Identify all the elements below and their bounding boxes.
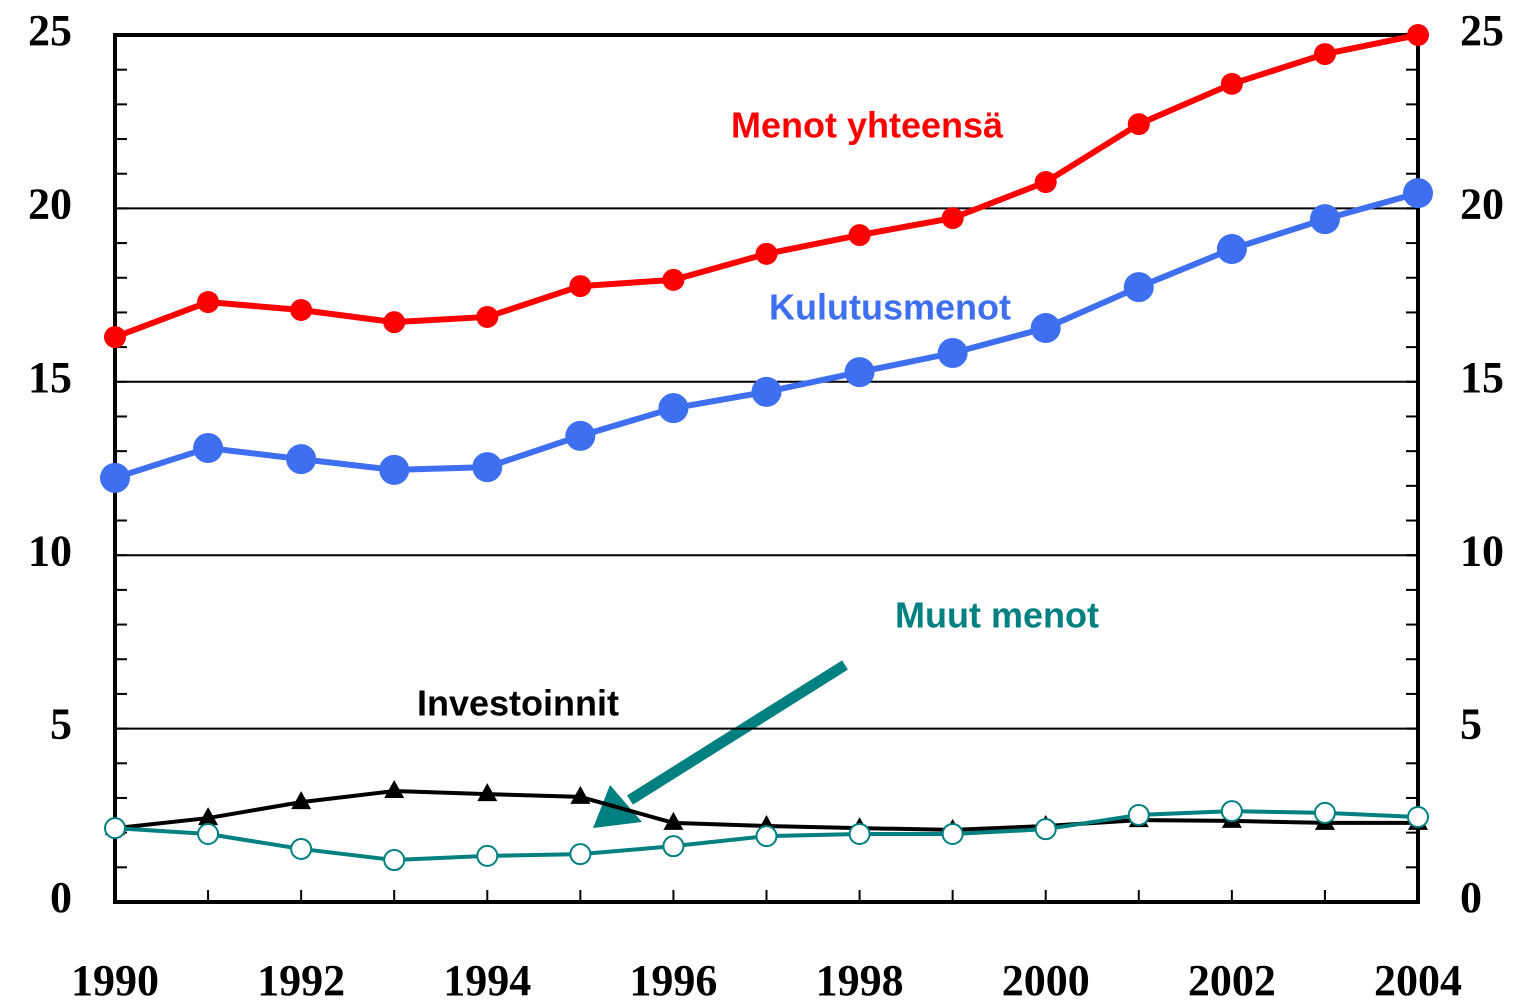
marker	[569, 843, 592, 866]
marker	[384, 780, 405, 799]
marker	[1216, 233, 1247, 264]
marker	[1407, 806, 1429, 829]
marker	[104, 326, 126, 349]
x-tick-label: 2002	[1188, 956, 1276, 1005]
marker	[565, 420, 596, 451]
marker	[662, 835, 685, 858]
x-tick-label: 2000	[1002, 956, 1090, 1005]
marker	[937, 338, 968, 369]
marker	[1034, 818, 1057, 841]
y2-tick-label: 25	[1460, 6, 1504, 55]
annotation-arrow	[627, 660, 848, 805]
marker	[198, 807, 219, 826]
series-label: Menot yhteensä	[731, 105, 1004, 146]
series-label: Muut menot	[895, 595, 1099, 636]
marker	[755, 825, 778, 848]
marker	[1313, 43, 1336, 66]
y2-tick-label: 10	[1460, 526, 1504, 575]
marker	[383, 849, 406, 872]
marker	[844, 357, 875, 388]
y2-tick-label: 15	[1460, 353, 1504, 402]
marker	[197, 291, 220, 314]
y2-tick-label: 5	[1460, 700, 1482, 749]
marker	[941, 207, 964, 230]
marker	[290, 299, 313, 322]
marker	[476, 844, 499, 867]
x-tick-label: 1992	[257, 956, 345, 1005]
marker	[286, 444, 317, 475]
marker	[193, 433, 224, 464]
marker	[100, 462, 130, 493]
marker	[197, 823, 220, 846]
marker	[379, 454, 410, 485]
marker	[1127, 113, 1150, 136]
x-tick-label: 1994	[443, 956, 531, 1005]
marker	[290, 837, 313, 860]
series-line	[114, 190, 1419, 481]
marker	[1309, 204, 1340, 235]
marker	[1030, 313, 1061, 344]
marker	[1127, 803, 1150, 826]
marker	[1034, 171, 1057, 194]
marker	[848, 224, 871, 247]
marker	[104, 817, 126, 840]
marker	[755, 242, 778, 265]
y-tick-label: 0	[50, 873, 72, 922]
y-tick-label: 25	[28, 6, 72, 55]
marker	[1220, 800, 1243, 823]
marker	[941, 823, 964, 846]
marker	[569, 275, 592, 298]
x-tick-label: 1998	[816, 956, 904, 1005]
marker	[658, 393, 689, 424]
x-tick-label: 1990	[71, 956, 159, 1005]
marker	[291, 791, 312, 810]
y-tick-label: 10	[28, 526, 72, 575]
marker	[751, 376, 782, 407]
marker	[472, 452, 503, 483]
y2-tick-label: 20	[1460, 179, 1504, 228]
marker	[663, 811, 684, 830]
marker	[476, 305, 499, 328]
y-tick-label: 5	[50, 700, 72, 749]
x-tick-label: 2004	[1374, 956, 1462, 1005]
marker	[662, 268, 685, 291]
series-label: Kulutusmenot	[769, 287, 1011, 328]
marker	[570, 785, 591, 804]
marker	[848, 823, 871, 846]
marker	[1220, 72, 1243, 95]
marker	[1123, 272, 1154, 303]
marker	[1407, 24, 1429, 46]
x-tick-label: 1996	[629, 956, 717, 1005]
marker	[477, 783, 498, 802]
y-tick-label: 20	[28, 179, 72, 228]
y-tick-label: 15	[28, 353, 72, 402]
y2-tick-label: 0	[1460, 873, 1482, 922]
marker	[1313, 801, 1336, 824]
marker	[383, 311, 406, 334]
series-label: Investoinnit	[417, 683, 619, 724]
marker	[1403, 178, 1433, 209]
